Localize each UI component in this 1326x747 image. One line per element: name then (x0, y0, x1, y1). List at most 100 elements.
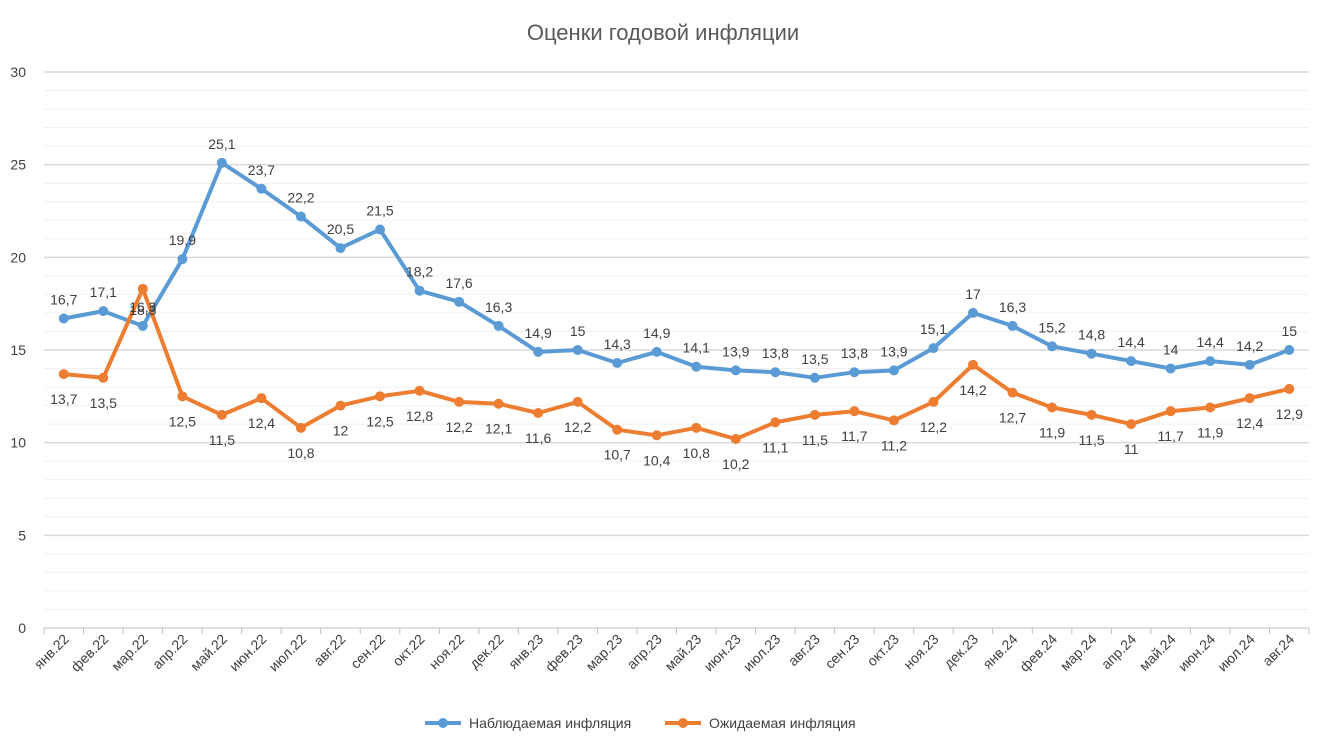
data-point (295, 211, 306, 222)
data-label: 16,7 (50, 291, 77, 307)
x-tick-label: июн.24 (1175, 631, 1219, 675)
data-point (691, 361, 702, 372)
data-label: 12,2 (564, 419, 591, 435)
data-label: 25,1 (208, 136, 235, 152)
x-tick-label: сен.23 (822, 631, 863, 672)
data-label: 11,5 (209, 432, 235, 448)
data-point (1284, 383, 1295, 394)
data-label: 19,9 (169, 232, 196, 248)
data-label: 11,7 (841, 428, 867, 444)
data-label: 12 (333, 423, 349, 439)
data-point (137, 283, 148, 294)
data-point (1047, 341, 1058, 352)
data-label: 14,4 (1117, 334, 1144, 350)
data-point (1284, 345, 1295, 355)
data-point (493, 398, 504, 409)
legend: Наблюдаемая инфляция Ожидаемая инфляция (425, 715, 856, 731)
data-label: 16,3 (999, 299, 1026, 315)
data-point (691, 422, 702, 433)
data-point (809, 409, 820, 420)
x-tick-label: июн.23 (700, 631, 744, 675)
data-point (1165, 406, 1176, 417)
y-axis-ticks: 0 5 10 15 20 25 30 (10, 64, 26, 636)
data-point (256, 393, 267, 404)
data-label: 14,2 (959, 382, 986, 398)
data-label: 11,2 (881, 437, 907, 453)
data-label: 23,7 (248, 162, 275, 178)
data-label: 15,2 (1038, 319, 1065, 335)
data-label: 11,9 (1197, 424, 1223, 440)
data-label: 14,2 (1236, 338, 1263, 354)
data-label: 18,2 (406, 264, 433, 280)
data-point (1047, 402, 1058, 413)
data-point (58, 313, 69, 324)
data-point (849, 367, 860, 378)
data-label: 12,4 (1236, 415, 1263, 431)
x-tick-label: дек.22 (466, 631, 507, 672)
x-tick-label: окт.22 (389, 631, 428, 670)
data-point (493, 320, 504, 331)
x-tick-label: янв.23 (505, 631, 546, 672)
data-label: 14 (1163, 342, 1179, 358)
y-tick-label: 15 (10, 342, 26, 358)
data-point (572, 396, 583, 407)
data-label: 15 (570, 323, 586, 339)
data-label: 15 (1281, 323, 1297, 339)
data-point (533, 408, 544, 419)
chart-title: Оценки годовой инфляции (527, 20, 799, 45)
data-point (98, 306, 109, 317)
series-0 (58, 157, 1295, 383)
data-point (770, 417, 781, 428)
data-label: 14,4 (1197, 334, 1224, 350)
data-label: 14,1 (683, 340, 710, 356)
data-label: 18,3 (129, 302, 156, 318)
data-point (612, 424, 623, 435)
data-point (1007, 320, 1018, 331)
data-label: 12,2 (445, 419, 472, 435)
data-label: 14,9 (525, 325, 552, 341)
x-tick-label: мар.22 (108, 631, 151, 674)
data-label: 10,4 (643, 452, 670, 468)
data-point (967, 307, 978, 318)
x-tick-label: янв.22 (31, 631, 72, 672)
x-tick-label: июл.23 (740, 631, 784, 675)
data-point (58, 369, 69, 380)
data-label: 12,2 (920, 419, 947, 435)
data-point (335, 400, 346, 411)
x-tick-label: авг.22 (310, 631, 348, 669)
data-label: 12,4 (248, 415, 275, 431)
data-label: 11 (1124, 441, 1139, 457)
data-label: 12,8 (406, 408, 433, 424)
x-tick-label: фев.24 (1016, 631, 1060, 675)
data-label: 16,3 (129, 299, 156, 315)
x-tick-label: апр.22 (149, 631, 191, 673)
x-tick-label: фев.22 (67, 631, 111, 675)
data-label: 14,9 (643, 325, 670, 341)
x-tick-label: июл.24 (1214, 631, 1258, 675)
data-point (177, 391, 188, 402)
y-tick-label: 25 (10, 157, 26, 173)
data-label: 11,5 (802, 432, 828, 448)
data-label: 13,9 (722, 343, 749, 359)
data-label: 13,5 (90, 395, 117, 411)
data-point (730, 433, 741, 444)
legend-item-1: Ожидаемая инфляция (665, 715, 856, 731)
data-point (651, 430, 662, 441)
data-label: 13,8 (841, 345, 868, 361)
x-axis: янв.22фев.22мар.22апр.22май.22июн.22июл.… (31, 627, 1310, 675)
data-point (1086, 409, 1097, 420)
data-point (1205, 356, 1216, 367)
data-point (849, 406, 860, 417)
data-point (177, 254, 188, 265)
series-1 (58, 283, 1295, 444)
y-tick-label: 30 (10, 64, 26, 80)
x-tick-label: ноя.22 (426, 631, 468, 673)
x-tick-label: июн.22 (226, 631, 270, 675)
data-point (1126, 356, 1137, 367)
data-label: 20,5 (327, 221, 354, 237)
data-labels: 16,7 17,1 16,3 19,9 25,1 23,7 22,2 20,5 21,5 18,2… (50, 136, 1303, 472)
y-tick-label: 10 (10, 435, 26, 451)
data-point (612, 357, 623, 368)
data-point (335, 243, 346, 254)
data-label: 10,8 (287, 445, 314, 461)
